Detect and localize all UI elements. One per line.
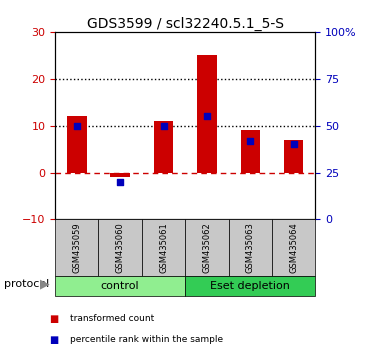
Text: ▶: ▶ [40, 278, 49, 291]
Bar [142, 219, 185, 276]
Bar [154, 121, 173, 172]
Bar [241, 130, 260, 172]
Text: GSM435064: GSM435064 [289, 222, 298, 273]
Text: ■: ■ [49, 335, 59, 345]
Text: ■: ■ [49, 314, 59, 324]
Text: control: control [101, 281, 139, 291]
Text: GSM435059: GSM435059 [72, 222, 81, 273]
Point [160, 123, 166, 129]
Bar [197, 55, 217, 172]
Bar [272, 219, 315, 276]
Text: Eset depletion: Eset depletion [211, 281, 290, 291]
Text: GSM435062: GSM435062 [203, 222, 211, 273]
Text: GSM435061: GSM435061 [159, 222, 168, 273]
Bar [111, 172, 130, 177]
Bar [67, 116, 87, 172]
Bar [229, 219, 272, 276]
Point [204, 113, 210, 119]
Text: GSM435063: GSM435063 [246, 222, 255, 273]
Text: transformed count: transformed count [70, 314, 155, 323]
Bar [55, 276, 185, 296]
Bar [55, 219, 98, 276]
Bar [185, 219, 229, 276]
Text: percentile rank within the sample: percentile rank within the sample [70, 335, 223, 344]
Bar [98, 219, 142, 276]
Text: GSM435060: GSM435060 [116, 222, 125, 273]
Text: protocol: protocol [4, 279, 49, 289]
Point [117, 179, 123, 185]
Bar [185, 276, 315, 296]
Point [247, 138, 253, 143]
Point [291, 142, 297, 147]
Title: GDS3599 / scl32240.5.1_5-S: GDS3599 / scl32240.5.1_5-S [87, 17, 284, 31]
Point [74, 123, 80, 129]
Bar [284, 140, 304, 172]
